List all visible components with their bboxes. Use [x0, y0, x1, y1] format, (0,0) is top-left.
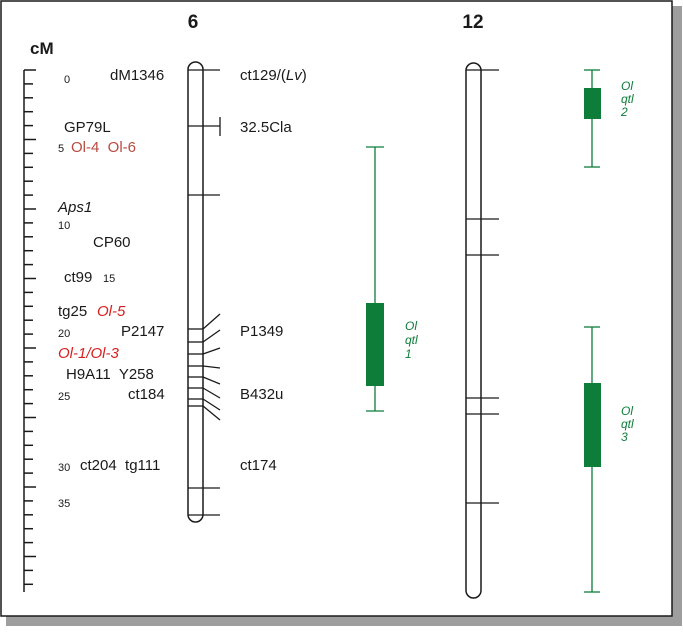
- qtl-1-peak-box: [366, 303, 384, 386]
- chromosome-6-title: 6: [188, 12, 199, 33]
- qtl-2-peak-box: [584, 88, 601, 119]
- scale-tick-label: 30: [58, 462, 70, 474]
- marker-label-ct129-Lv: ct129/(Lv): [240, 67, 307, 84]
- marker-label-GP79L: GP79L: [64, 119, 111, 136]
- chromosome-12-title: 12: [462, 12, 483, 33]
- qtl-2: Ol qtl 2: [584, 69, 634, 168]
- marker-connector: [202, 347, 221, 355]
- scale-tick-label: 20: [58, 328, 70, 340]
- qtl-1-label-line1: Ol: [405, 319, 417, 333]
- qtl-1: Ol qtl 1: [366, 146, 418, 412]
- marker-label-CP60: CP60: [93, 234, 131, 251]
- scale-tick-label: 35: [58, 498, 70, 510]
- scale-ticks: [24, 69, 36, 586]
- qtl-1-label-line2: qtl: [405, 333, 418, 347]
- marker-label-Aps1: Aps1: [57, 199, 92, 216]
- marker-connector: [202, 387, 221, 399]
- chromosome-6-bar: [187, 61, 204, 523]
- cm-scale: cM 0 5 10 15 20 25 30 35: [23, 39, 115, 592]
- qtl-3-label-line3: 3: [621, 430, 628, 444]
- marker-label-P2147: P2147: [121, 323, 164, 340]
- resistance-gene-labels: Ol-4 Ol-6 Ol-5 Ol-1/Ol-3: [58, 139, 136, 362]
- qtl-3: Ol qtl 3: [584, 326, 634, 593]
- chromosome-6-right-labels: ct129/(Lv) 32.5Cla P1349 B432u ct174: [240, 67, 307, 474]
- scale-tick-labels: 0 5 10 15 20 25 30 35: [58, 74, 115, 510]
- scale-tick-label: 25: [58, 391, 70, 403]
- chromosome-12: 12: [462, 12, 499, 599]
- gene-label-Ol-5: Ol-5: [97, 303, 126, 320]
- qtl-3-label-line1: Ol: [621, 404, 633, 418]
- marker-connector: [202, 398, 221, 411]
- marker-label-H9A11-Y258: H9A11 Y258: [66, 366, 154, 383]
- marker-label-tg25: tg25: [58, 303, 87, 320]
- qtl-2-label-line2: qtl: [621, 92, 634, 106]
- marker-label-ct204-tg111: ct204 tg111: [80, 457, 160, 474]
- qtl-3-peak-box: [584, 383, 601, 467]
- qtl-1-label-line3: 1: [405, 347, 412, 361]
- marker-label-P1349: P1349: [240, 323, 283, 340]
- chromosome-12-bar: [465, 62, 482, 599]
- chromosome-6-left-labels: dM1346 GP79L Aps1 CP60 ct99 P2147 H9A11 …: [57, 67, 165, 474]
- gene-label-Ol-4-Ol-6: Ol-4 Ol-6: [71, 139, 136, 156]
- scale-tick-label: 0: [64, 74, 70, 86]
- chromosome-12-marker-lines: [466, 69, 499, 504]
- figure-frame: [0, 0, 673, 617]
- scale-tick-label: 5: [58, 143, 64, 155]
- marker-connector: [202, 405, 221, 421]
- chromosome-6: 6 dM1346: [57, 12, 307, 523]
- marker-label-dM1346: dM1346: [110, 67, 164, 84]
- marker-label-ct184: ct184: [128, 386, 165, 403]
- qtl-2-label-line1: Ol: [621, 79, 633, 93]
- marker-label-32.5Cla: 32.5Cla: [240, 119, 292, 136]
- scale-unit-label: cM: [30, 39, 54, 58]
- marker-label-B432u: B432u: [240, 386, 283, 403]
- marker-connector: [202, 376, 221, 385]
- marker-connector: [202, 313, 221, 330]
- chromosome-6-marker-lines: [188, 69, 221, 516]
- marker-connector: [202, 329, 221, 343]
- gene-label-Ol-1-Ol-3: Ol-1/Ol-3: [58, 345, 120, 362]
- qtl-1-label: Ol qtl 1: [405, 319, 418, 361]
- qtl-2-label: Ol qtl 2: [620, 79, 634, 119]
- marker-label-ct99: ct99: [64, 269, 92, 286]
- marker-connector: [202, 365, 221, 369]
- marker-label-ct174: ct174: [240, 457, 277, 474]
- scale-tick-label: 10: [58, 220, 70, 232]
- qtl-3-label: Ol qtl 3: [621, 404, 634, 444]
- qtl-2-label-line3: 2: [620, 105, 628, 119]
- qtl-3-label-line2: qtl: [621, 417, 634, 431]
- scale-tick-label: 15: [103, 273, 115, 285]
